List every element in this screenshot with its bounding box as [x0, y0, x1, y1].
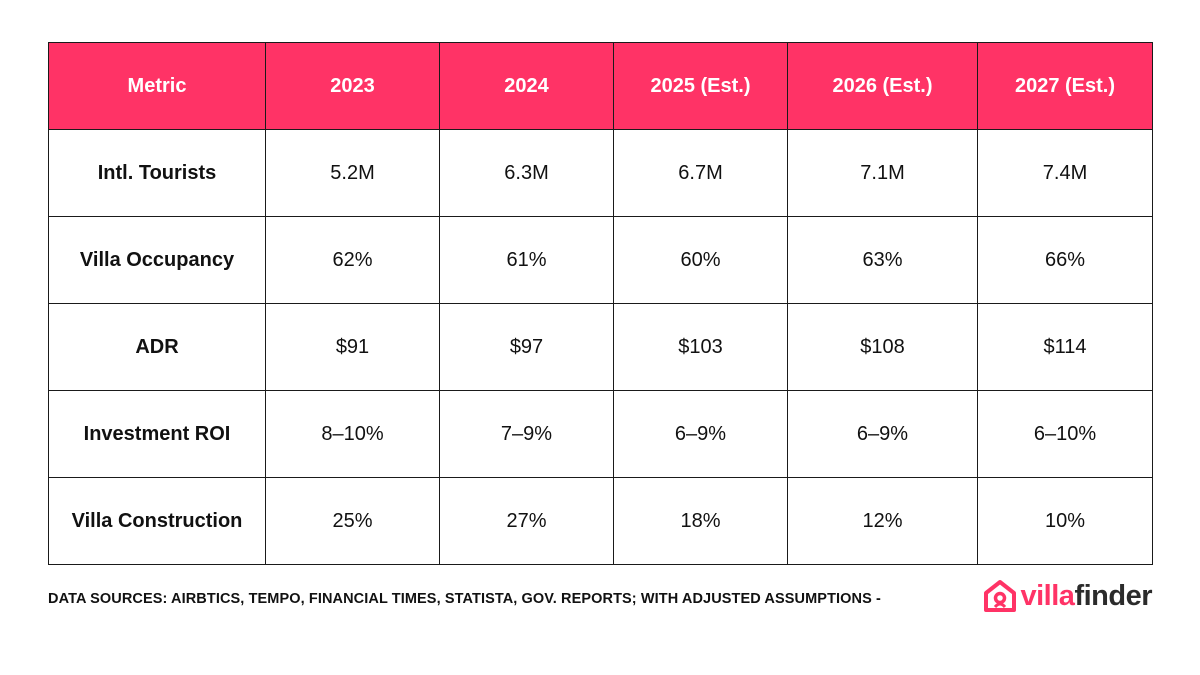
row-label-villa-occupancy: Villa Occupancy — [48, 216, 266, 304]
table-cell: 7–9% — [439, 390, 614, 478]
table-cell: 6–10% — [977, 390, 1153, 478]
table-row: Villa Occupancy 62% 61% 60% 63% 66% — [48, 216, 1153, 304]
logo-word-finder: finder — [1074, 579, 1152, 612]
table-cell: $103 — [613, 303, 788, 391]
table-cell: 12% — [787, 477, 978, 565]
column-header-2026: 2026 (Est.) — [787, 42, 978, 130]
row-label-intl-tourists: Intl. Tourists — [48, 129, 266, 217]
table-row: Villa Construction 25% 27% 18% 12% 10% — [48, 477, 1153, 565]
column-header-2027: 2027 (Est.) — [977, 42, 1153, 130]
row-label-adr: ADR — [48, 303, 266, 391]
table-cell: 18% — [613, 477, 788, 565]
table-row: Intl. Tourists 5.2M 6.3M 6.7M 7.1M 7.4M — [48, 129, 1153, 217]
row-label-investment-roi: Investment ROI — [48, 390, 266, 478]
data-table: Metric 2023 2024 2025 (Est.) 2026 (Est.)… — [48, 42, 1153, 565]
table-cell: 25% — [265, 477, 440, 565]
table-cell: 6–9% — [787, 390, 978, 478]
table-cell: 7.1M — [787, 129, 978, 217]
table-header-row: Metric 2023 2024 2025 (Est.) 2026 (Est.)… — [48, 42, 1153, 130]
table-cell: 60% — [613, 216, 788, 304]
table-cell: 66% — [977, 216, 1153, 304]
table-cell: 27% — [439, 477, 614, 565]
table-cell: 6.3M — [439, 129, 614, 217]
logo-word-villa: villa — [1020, 579, 1075, 612]
table-cell: $108 — [787, 303, 978, 391]
villafinder-logo: villa finder — [983, 576, 1152, 616]
data-sources-text: DATA SOURCES: AIRBTICS, TEMPO, FINANCIAL… — [48, 591, 881, 607]
column-header-2024: 2024 — [439, 42, 614, 130]
table-cell: 6–9% — [613, 390, 788, 478]
footer: DATA SOURCES: AIRBTICS, TEMPO, FINANCIAL… — [48, 580, 1152, 628]
table-cell: 63% — [787, 216, 978, 304]
table-cell: 10% — [977, 477, 1153, 565]
table-cell: $114 — [977, 303, 1153, 391]
house-logo-icon — [983, 580, 1016, 612]
table-cell: 8–10% — [265, 390, 440, 478]
table-cell: 5.2M — [265, 129, 440, 217]
table-cell: 7.4M — [977, 129, 1153, 217]
column-header-2025: 2025 (Est.) — [613, 42, 788, 130]
row-label-villa-construction: Villa Construction — [48, 477, 266, 565]
table-cell: $97 — [439, 303, 614, 391]
table-cell: 62% — [265, 216, 440, 304]
table-row: ADR $91 $97 $103 $108 $114 — [48, 303, 1153, 391]
column-header-2023: 2023 — [265, 42, 440, 130]
table-cell: 6.7M — [613, 129, 788, 217]
table-cell: $91 — [265, 303, 440, 391]
column-header-metric: Metric — [48, 42, 266, 130]
table-cell: 61% — [439, 216, 614, 304]
table-row: Investment ROI 8–10% 7–9% 6–9% 6–9% 6–10… — [48, 390, 1153, 478]
